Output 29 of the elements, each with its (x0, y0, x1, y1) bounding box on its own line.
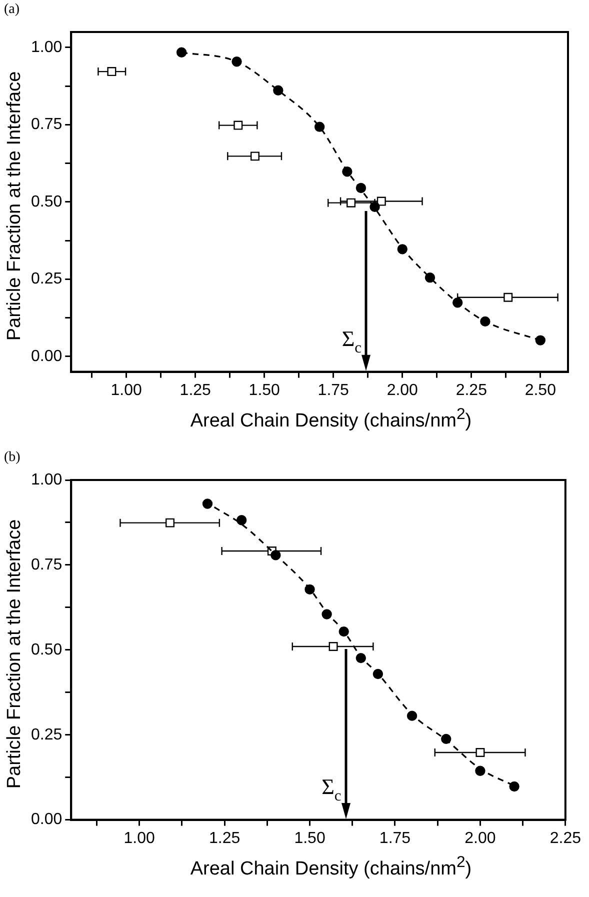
x-tick-label: 1.00 (124, 830, 155, 847)
x-tick-label: 1.00 (110, 382, 142, 399)
x-tick-label: 1.50 (248, 382, 280, 399)
y-tick-label: 0.00 (31, 348, 62, 365)
x-tick-label: 1.25 (208, 830, 240, 847)
y-tick-label: 0.50 (31, 193, 62, 210)
y-tick-label: 0.50 (31, 641, 62, 658)
y-axis-title: Particle Fraction at the Interface (4, 70, 26, 343)
y-tick-label: 0.75 (31, 556, 62, 574)
x-tick-label: 1.75 (318, 382, 350, 399)
y-tick-label: 0.25 (31, 726, 62, 744)
y-tick-label: 0.75 (31, 116, 62, 134)
y-tick-label: 1.00 (31, 471, 62, 488)
x-tick-label: 2.50 (524, 382, 556, 399)
y-tick-label: 0.00 (31, 811, 62, 828)
x-tick-label: 2.25 (550, 830, 582, 847)
y-tick-label: 1.00 (31, 38, 62, 56)
chart-title: (a) (4, 2, 20, 18)
x-tick-label: 1.75 (379, 830, 411, 847)
x-tick-label: 2.25 (456, 382, 488, 399)
y-tick-label: 0.25 (31, 270, 62, 288)
x-axis-title: Areal Chain Density (chains/nm$^{2}$) (189, 406, 473, 432)
chart-title: (b) (4, 450, 20, 466)
y-axis-title: Particle Fraction at the Interface (4, 518, 26, 791)
x-tick-label: 1.50 (294, 830, 326, 847)
x-axis-title: Areal Chain Density (chains/nm$^{2}$) (189, 854, 473, 880)
x-tick-label: 2.00 (464, 830, 496, 847)
x-tick-label: 2.00 (386, 382, 418, 399)
x-tick-label: 1.25 (180, 382, 212, 399)
